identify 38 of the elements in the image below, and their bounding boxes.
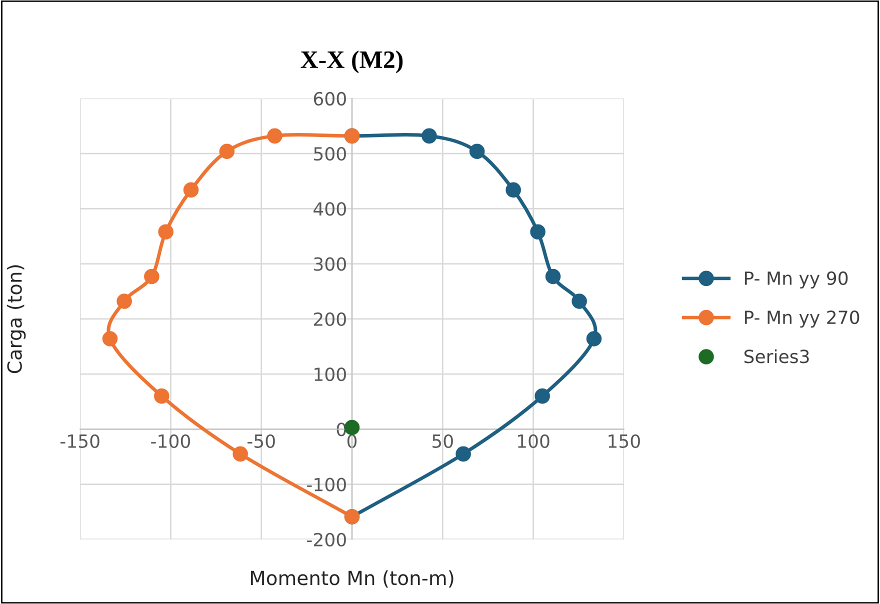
x-tick-label: 50 — [432, 434, 453, 448]
point — [586, 331, 602, 346]
x-axis-title: Momento Mn (ton-m) — [250, 570, 454, 588]
x-tick-label: -150 — [60, 434, 100, 448]
point — [219, 144, 235, 159]
y-tick-label: 100 — [314, 367, 346, 382]
y-tick-label: 400 — [314, 202, 346, 216]
point — [116, 294, 132, 309]
y-tick-label: -200 — [307, 532, 346, 546]
y-tick-label: -100 — [307, 478, 346, 492]
y-axis-title: Carga (ton) — [6, 265, 26, 374]
x-tick-label: -100 — [151, 434, 190, 448]
chart-title: X-X (M2) — [300, 50, 403, 74]
point — [534, 388, 550, 404]
point — [572, 294, 587, 309]
point — [530, 224, 546, 240]
point — [158, 224, 174, 240]
y-tick-label: 200 — [314, 312, 346, 326]
point — [506, 182, 521, 198]
legend-label: Series3 — [744, 349, 809, 364]
point — [267, 128, 282, 144]
point — [232, 446, 248, 462]
point — [456, 446, 471, 462]
point — [422, 128, 437, 144]
point — [469, 144, 485, 159]
point — [102, 331, 118, 346]
point — [154, 388, 170, 404]
y-tick-label: 600 — [314, 92, 346, 106]
y-tick-label: 500 — [314, 147, 346, 161]
point — [183, 182, 199, 198]
x-tick-label: 150 — [608, 434, 640, 448]
x-tick-label: 100 — [518, 434, 550, 448]
x-tick-label: -50 — [248, 434, 275, 448]
y-tick-label: 300 — [314, 257, 346, 271]
legend-label: P- Mn yy 90 — [745, 271, 848, 289]
point — [545, 268, 561, 284]
legend-label: P- Mn yy 270 — [745, 310, 860, 328]
point — [144, 268, 160, 284]
